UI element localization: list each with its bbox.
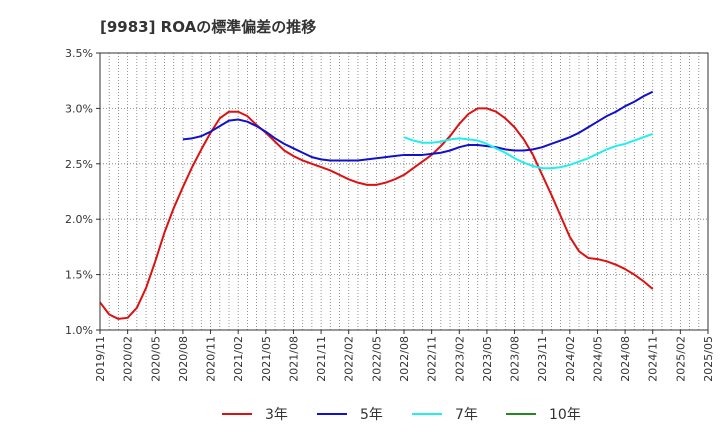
x-tick-label: 2023/11	[536, 336, 549, 382]
x-tick-label: 2023/08	[509, 336, 522, 382]
series-line-3年	[99, 107, 654, 320]
legend-label-10年: 10年	[549, 407, 581, 423]
y-tick-label: 1.5%	[65, 269, 93, 282]
legend-label-7年: 7年	[455, 407, 478, 423]
y-tick-label: 1.0%	[65, 324, 93, 337]
x-tick-label: 2024/08	[619, 336, 632, 382]
x-tick-label: 2022/02	[343, 336, 356, 382]
series-line-7年	[403, 132, 654, 170]
series-lines	[99, 90, 654, 320]
x-tick-label: 2023/05	[481, 336, 494, 382]
legend: 3年 5年 7年 10年	[222, 407, 581, 423]
chart-title: [9983] ROAの標準偏差の推移	[100, 18, 316, 36]
x-tick-label: 2021/02	[232, 336, 245, 382]
x-axis-ticks: 2019/11 2020/02 2020/05 2020/08 2020/11 2021/…	[94, 330, 715, 382]
x-tick-label: 2021/05	[260, 336, 273, 382]
y-tick-label: 3.0%	[65, 102, 93, 115]
x-tick-label: 2022/08	[398, 336, 411, 382]
x-tick-label: 2022/11	[426, 336, 439, 382]
x-tick-label: 2024/11	[647, 336, 660, 382]
y-tick-label: 2.5%	[65, 158, 93, 171]
x-tick-label: 2024/05	[591, 336, 604, 382]
y-tick-label: 3.5%	[65, 47, 93, 60]
x-tick-label: 2021/08	[287, 336, 300, 382]
legend-label-5年: 5年	[360, 407, 383, 423]
x-tick-label: 2024/02	[564, 336, 577, 382]
x-tick-label: 2023/02	[453, 336, 466, 382]
x-tick-label: 2020/05	[149, 336, 162, 382]
grid	[100, 53, 708, 330]
x-tick-label: 2020/02	[122, 336, 135, 382]
x-tick-label: 2025/02	[674, 336, 687, 382]
x-tick-label: 2020/08	[177, 336, 190, 382]
x-tick-label: 2022/05	[370, 336, 383, 382]
series-line-5年	[182, 90, 654, 162]
x-tick-label: 2020/11	[205, 336, 218, 382]
legend-label-3年: 3年	[265, 407, 288, 423]
x-tick-label: 2019/11	[94, 336, 107, 382]
x-tick-label: 2021/11	[315, 336, 328, 382]
y-tick-label: 2.0%	[65, 213, 93, 226]
x-tick-label: 2025/05	[702, 336, 715, 382]
y-axis-ticks: 3.5% 3.0% 2.5% 2.0% 1.5% 1.0%	[65, 47, 100, 337]
